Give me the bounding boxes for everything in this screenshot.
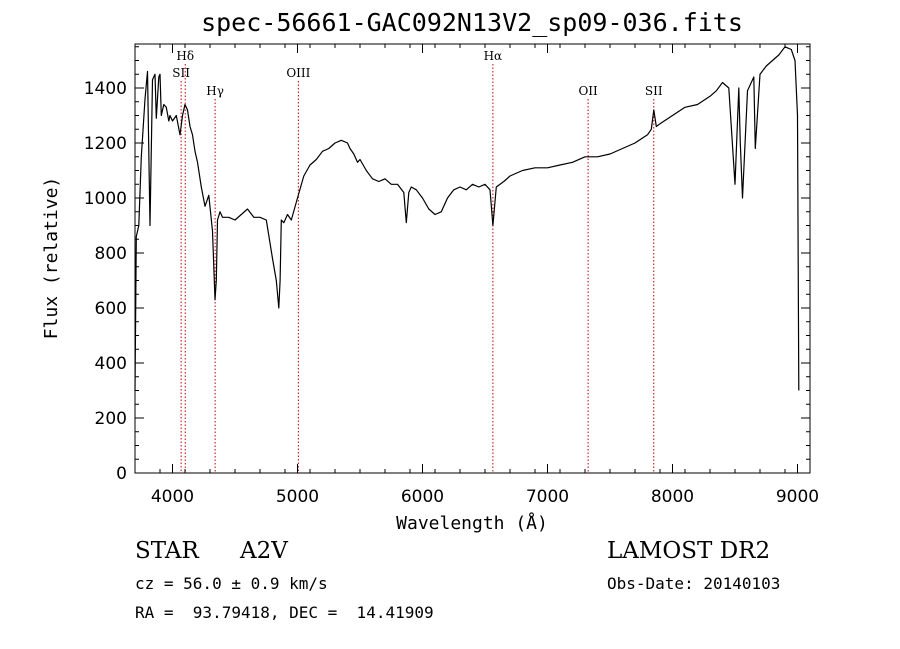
x-tick-label-3: 7000 [526, 487, 569, 507]
x-tick-label-0: 4000 [151, 487, 194, 507]
y-tick-label-1: 200 [95, 409, 127, 429]
spectral-line-label-1: SII [172, 66, 190, 80]
y-tick-label-5: 1000 [84, 189, 127, 209]
spectral-line-label-5: OII [578, 84, 598, 98]
x-tick-label-5: 9000 [776, 487, 819, 507]
spectral-line-label-2: Hγ [206, 84, 224, 98]
redshift-readout: cz = 56.0 ± 0.9 km/s [135, 574, 328, 593]
coordinates-readout: RA = 93.79418, DEC = 14.41909 [135, 603, 434, 622]
y-axis-label: Flux (relative) [41, 177, 62, 340]
x-tick-label-4: 8000 [651, 487, 694, 507]
object-type: STAR [135, 538, 199, 564]
y-tick-label-3: 600 [95, 299, 127, 319]
y-tick-label-4: 800 [95, 244, 127, 264]
observation-date: Obs-Date: 20140103 [607, 574, 781, 593]
y-tick-label-2: 400 [95, 354, 127, 374]
spectral-line-label-4: Hα [484, 49, 503, 63]
x-tick-label-2: 6000 [401, 487, 444, 507]
spectral-line-markers: Hδ SII Hγ OIII Hα OII SII [172, 49, 663, 473]
spectral-line-label-0: Hδ [176, 49, 194, 63]
spectral-line-label-3: OIII [286, 66, 310, 80]
chart-title: spec-56661-GAC092N13V2_sp09-036.fits [201, 8, 743, 37]
spectral-subclass: A2V [240, 538, 288, 564]
spectral-line-label-6: SII [645, 84, 663, 98]
axis-ticks: 4000 5000 6000 7000 8000 9000 0 200 400 600 800 100… [84, 44, 819, 507]
spectrum-line-0 [134, 46, 800, 391]
survey-name: LAMOST DR2 [607, 538, 771, 564]
plot-frame [134, 43, 811, 474]
y-tick-label-7: 1400 [84, 79, 127, 99]
y-tick-label-0: 0 [116, 464, 127, 484]
x-tick-label-1: 5000 [276, 487, 319, 507]
y-tick-label-6: 1200 [84, 134, 127, 154]
x-axis-label: Wavelength (Å) [396, 512, 548, 534]
spectrum-series [134, 46, 800, 391]
